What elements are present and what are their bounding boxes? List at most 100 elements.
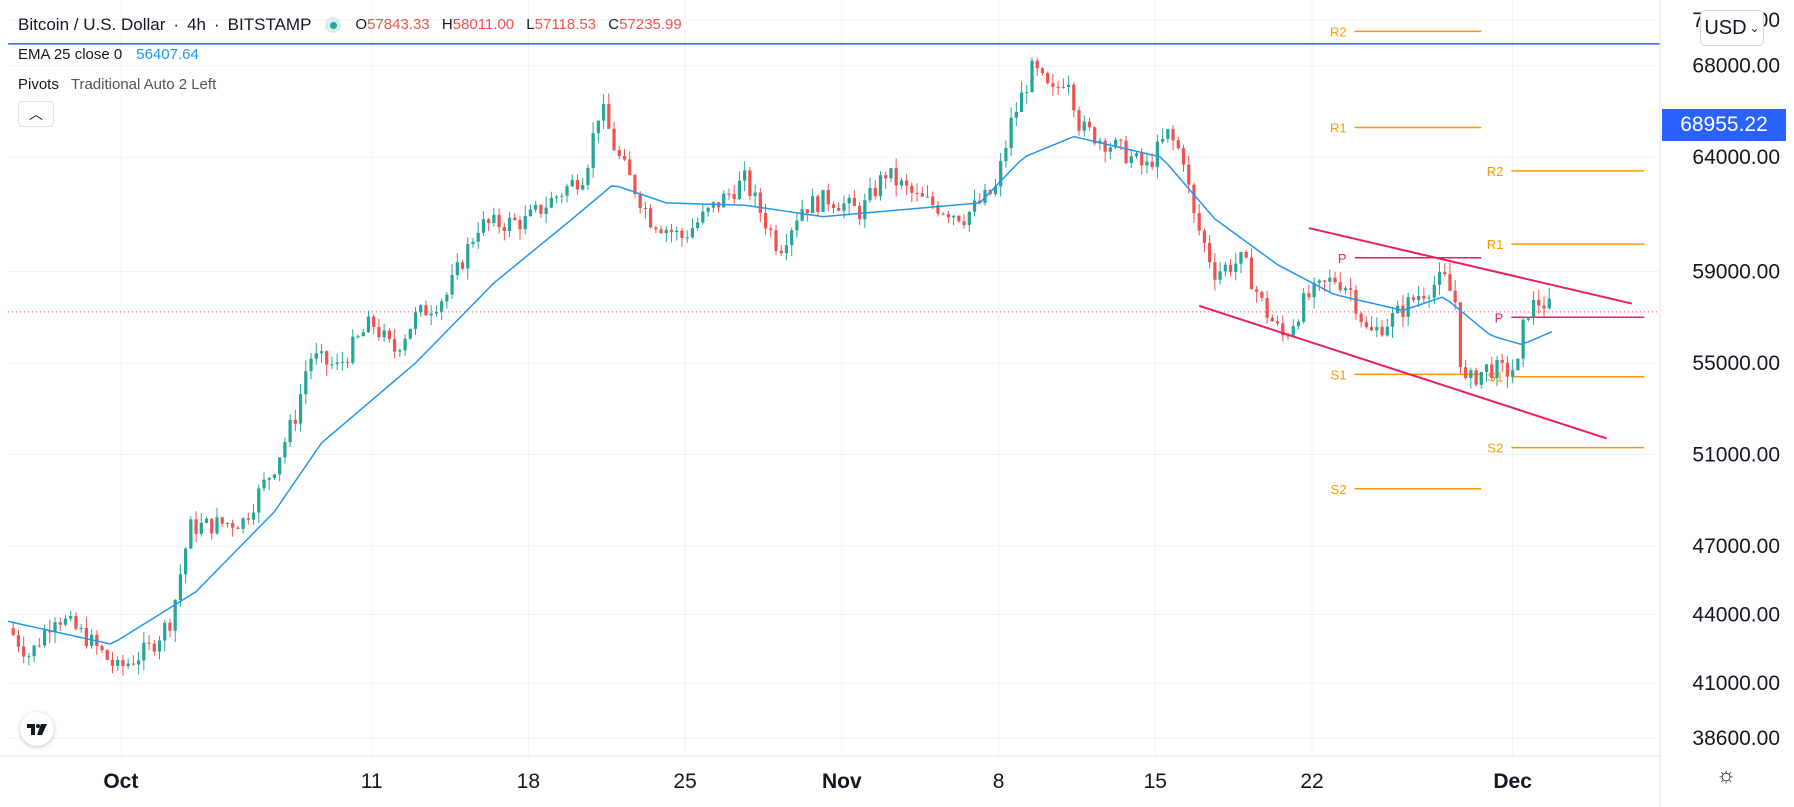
price-tick-label: 44000.00 — [1692, 604, 1780, 627]
candle — [1244, 250, 1248, 259]
candle-body — [184, 548, 188, 575]
candle — [32, 644, 36, 662]
candle — [272, 473, 277, 481]
candle — [335, 353, 339, 371]
candle-body — [1166, 129, 1170, 139]
candle — [403, 334, 407, 357]
ema-label: EMA 25 close 0 — [18, 46, 123, 63]
candle — [586, 164, 590, 191]
candle-body — [58, 622, 62, 625]
candle — [377, 318, 381, 341]
price-axis[interactable]: 70000.0068000.0064000.0059000.0055000.00… — [1692, 9, 1780, 750]
candle — [784, 233, 789, 261]
candle — [1375, 317, 1379, 338]
candle — [622, 149, 627, 162]
candle-body — [507, 217, 512, 231]
candle — [184, 547, 188, 584]
open-value: 57843.33 — [367, 16, 430, 33]
candle — [831, 201, 836, 214]
interval[interactable]: 4h — [187, 15, 206, 34]
pivot-label-r1: R1 — [1330, 120, 1347, 135]
collapse-legend-button[interactable]: ︿ — [18, 101, 54, 127]
pivots-indicator-row[interactable]: Pivots Traditional Auto 2 Left — [18, 70, 690, 100]
candle — [1417, 285, 1421, 307]
channel-upper-line[interactable] — [1308, 227, 1633, 305]
candle — [309, 353, 313, 380]
candle-body — [1286, 335, 1290, 337]
candle — [763, 203, 768, 235]
candle — [1192, 183, 1196, 223]
candle — [16, 629, 21, 653]
candle-body — [487, 219, 491, 224]
candle-body — [147, 642, 151, 644]
symbol-name[interactable]: Bitcoin / U.S. Dollar — [18, 15, 166, 34]
candle — [1265, 290, 1269, 325]
tradingview-logo[interactable] — [20, 712, 54, 746]
candle-body — [1108, 147, 1112, 152]
candle-body — [272, 474, 277, 478]
candle — [905, 174, 909, 196]
candle — [685, 230, 689, 243]
candle — [330, 356, 334, 370]
candle — [1098, 137, 1102, 151]
candle-body — [178, 574, 183, 600]
currency-selector[interactable]: USD ⌄ — [1700, 10, 1764, 46]
candle — [633, 173, 637, 198]
candle — [157, 636, 162, 660]
candle-body — [1223, 264, 1227, 272]
candle — [1343, 285, 1348, 295]
ema-indicator-row[interactable]: EMA 25 close 0 56407.64 — [18, 40, 690, 70]
settings-gear-icon[interactable]: ☼ — [1716, 762, 1737, 787]
candle-body — [1066, 84, 1071, 88]
candle-body — [1213, 262, 1217, 280]
candle — [680, 227, 684, 247]
candle — [675, 226, 679, 241]
channel-lower-line[interactable] — [1198, 304, 1608, 440]
candle — [147, 635, 151, 651]
candle — [1009, 107, 1013, 157]
candle — [544, 196, 548, 224]
candle-body — [946, 213, 951, 218]
candle — [523, 205, 527, 235]
candle-body — [1417, 295, 1421, 301]
candle-body — [1490, 364, 1494, 378]
candle — [534, 200, 538, 213]
candle-body — [852, 197, 856, 206]
candle — [790, 227, 794, 257]
candle-body — [544, 207, 548, 214]
candle — [1448, 262, 1452, 291]
candle-body — [575, 180, 580, 190]
candle-body — [1056, 86, 1060, 88]
candle — [278, 457, 282, 482]
candle — [100, 644, 104, 653]
candle-body — [1046, 73, 1050, 84]
candle — [570, 174, 574, 188]
candle-body — [821, 190, 825, 212]
candle — [967, 210, 971, 232]
candle-body — [1051, 83, 1055, 87]
candle-body — [210, 518, 214, 534]
candle — [241, 517, 245, 534]
candle-body — [168, 622, 172, 631]
candle-body — [121, 660, 125, 667]
candle-body — [727, 193, 731, 195]
candle — [816, 194, 820, 216]
candle — [387, 328, 392, 344]
candle-body — [1531, 299, 1536, 317]
candle — [743, 161, 747, 192]
candle — [382, 323, 386, 342]
candle-body — [1187, 164, 1191, 185]
candle-body — [601, 104, 606, 121]
candle — [612, 121, 616, 151]
market-status-icon[interactable] — [325, 17, 342, 33]
candle — [737, 171, 742, 201]
horizontal-line-price-tag[interactable]: 68955.22 — [1662, 109, 1786, 141]
time-axis[interactable]: Oct 11 18 25 Nov 8 15 22 Dec — [103, 770, 1532, 793]
candle — [48, 619, 52, 644]
candle-body — [941, 213, 945, 215]
candle-body — [1359, 313, 1363, 323]
candle — [946, 210, 951, 223]
exchange-sep: · — [213, 15, 220, 34]
ohlc-values: O57843.33 H58011.00 L57118.53 C57235.99 — [355, 10, 689, 40]
